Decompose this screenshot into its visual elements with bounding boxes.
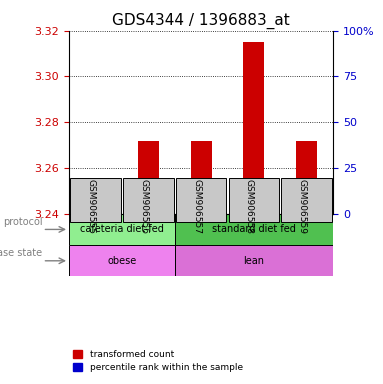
FancyBboxPatch shape	[175, 245, 333, 276]
Text: GSM906556: GSM906556	[139, 179, 148, 234]
Text: GSM906557: GSM906557	[192, 216, 201, 271]
FancyBboxPatch shape	[282, 177, 332, 222]
Text: GSM906555: GSM906555	[87, 216, 95, 271]
Text: GSM906559: GSM906559	[298, 179, 307, 234]
FancyBboxPatch shape	[69, 245, 175, 276]
Bar	[137, 141, 159, 214]
Text: GSM906559: GSM906559	[298, 216, 307, 271]
Text: obese: obese	[107, 256, 136, 266]
Bar	[144, 201, 152, 208]
Bar	[190, 141, 212, 214]
Text: GSM906556: GSM906556	[139, 216, 148, 271]
Bar	[296, 141, 318, 214]
Text: GSM906558: GSM906558	[245, 179, 254, 234]
Text: cafeteria diet fed: cafeteria diet fed	[80, 224, 164, 234]
Text: GSM906555: GSM906555	[87, 179, 95, 234]
Bar	[85, 212, 106, 214]
Text: lean: lean	[244, 256, 264, 266]
FancyBboxPatch shape	[229, 177, 279, 222]
FancyBboxPatch shape	[69, 214, 175, 245]
FancyBboxPatch shape	[123, 177, 173, 222]
Text: GSM906557: GSM906557	[192, 179, 201, 234]
FancyBboxPatch shape	[176, 177, 226, 222]
Bar	[243, 42, 265, 214]
Text: disease state: disease state	[0, 248, 43, 258]
FancyBboxPatch shape	[175, 214, 333, 245]
Text: protocol: protocol	[3, 217, 43, 227]
Legend: transformed count, percentile rank within the sample: transformed count, percentile rank withi…	[74, 349, 243, 372]
Title: GDS4344 / 1396883_at: GDS4344 / 1396883_at	[112, 13, 290, 29]
FancyBboxPatch shape	[70, 177, 121, 222]
Text: standard diet fed: standard diet fed	[212, 224, 296, 234]
Bar	[197, 204, 205, 210]
Bar	[303, 201, 311, 208]
Bar	[250, 201, 258, 208]
Text: GSM906558: GSM906558	[245, 216, 254, 271]
Bar	[92, 197, 99, 204]
